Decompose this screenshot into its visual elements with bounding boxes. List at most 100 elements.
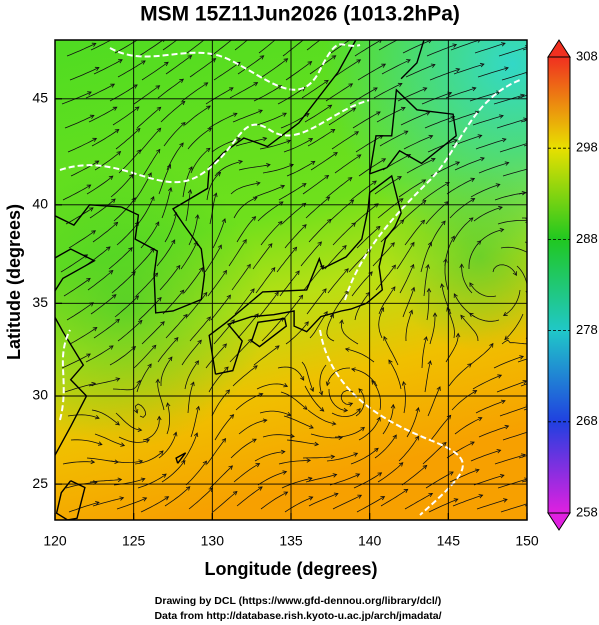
streamline bbox=[283, 138, 313, 153]
colorbar bbox=[547, 56, 571, 514]
streamline bbox=[66, 302, 94, 321]
streamline-arrow bbox=[470, 441, 475, 446]
streamline bbox=[501, 339, 527, 345]
streamline bbox=[157, 379, 165, 411]
streamline bbox=[470, 449, 501, 462]
streamline bbox=[307, 129, 335, 147]
streamline-arrow bbox=[401, 380, 407, 386]
streamline bbox=[348, 248, 371, 273]
streamline bbox=[254, 185, 285, 198]
streamline-arrow bbox=[109, 345, 114, 350]
streamline bbox=[258, 40, 276, 54]
streamline-arrow bbox=[410, 241, 415, 247]
streamline bbox=[112, 106, 140, 126]
streamline-arrow bbox=[94, 160, 100, 165]
streamline bbox=[187, 382, 195, 414]
streamline bbox=[212, 491, 238, 513]
streamline-arrow bbox=[159, 450, 164, 455]
streamline-arrow bbox=[529, 430, 533, 434]
contour bbox=[59, 99, 371, 184]
streamline bbox=[304, 104, 332, 123]
streamline bbox=[112, 380, 141, 391]
streamline bbox=[304, 385, 324, 412]
streamline-arrow bbox=[330, 128, 336, 134]
streamline-arrow bbox=[327, 104, 333, 109]
streamline bbox=[212, 218, 226, 249]
streamline-arrow bbox=[333, 492, 339, 497]
streamline-arrow bbox=[250, 288, 255, 293]
y-tick-label: 25 bbox=[32, 475, 48, 491]
streamline-arrow bbox=[529, 167, 533, 171]
streamline bbox=[332, 222, 356, 246]
streamline bbox=[204, 244, 222, 273]
streamline-arrow bbox=[497, 374, 503, 379]
streamline bbox=[206, 172, 221, 201]
streamline-arrow bbox=[228, 87, 234, 92]
streamline bbox=[213, 319, 235, 345]
streamline-arrow bbox=[455, 332, 461, 338]
streamline-arrow bbox=[356, 59, 362, 64]
streamline-arrow bbox=[344, 347, 350, 352]
streamline bbox=[187, 127, 212, 150]
streamline-arrow bbox=[391, 286, 396, 291]
streamline bbox=[238, 419, 267, 435]
streamline bbox=[160, 101, 186, 123]
streamline bbox=[518, 192, 527, 195]
streamline-arrow bbox=[504, 161, 510, 166]
streamline bbox=[325, 83, 353, 102]
streamline bbox=[209, 193, 217, 225]
streamline bbox=[428, 498, 458, 513]
streamline bbox=[64, 115, 95, 129]
streamline-arrow bbox=[450, 115, 456, 120]
streamline bbox=[164, 486, 191, 507]
streamline-arrow bbox=[140, 477, 146, 482]
streamline-arrow bbox=[90, 459, 96, 465]
streamline-arrow bbox=[308, 138, 314, 143]
streamline-arrow bbox=[206, 105, 211, 110]
streamline bbox=[402, 287, 415, 318]
streamline-arrow bbox=[344, 268, 349, 273]
streamline bbox=[326, 314, 335, 342]
x-tick-label: 120 bbox=[43, 533, 67, 549]
streamline bbox=[478, 425, 509, 438]
streamline-arrow bbox=[301, 183, 307, 188]
contour bbox=[319, 329, 464, 516]
streamline bbox=[162, 289, 185, 315]
streamline bbox=[87, 270, 114, 291]
streamline-arrow bbox=[179, 142, 184, 148]
streamline bbox=[237, 313, 259, 339]
streamline bbox=[376, 107, 406, 123]
streamline bbox=[117, 320, 143, 342]
streamline bbox=[326, 452, 358, 462]
streamline-arrow bbox=[477, 417, 483, 422]
streamline-arrow bbox=[469, 282, 474, 287]
contour bbox=[344, 79, 521, 301]
streamline bbox=[502, 168, 527, 177]
streamline-arrow bbox=[410, 286, 416, 292]
streamline-arrow bbox=[150, 196, 155, 201]
streamline-arrow bbox=[309, 387, 315, 392]
streamline-arrow bbox=[425, 263, 430, 269]
streamline bbox=[354, 40, 382, 57]
streamline bbox=[181, 339, 202, 366]
y-tick-label: 40 bbox=[32, 196, 48, 212]
contours bbox=[59, 43, 521, 516]
streamline-arrow bbox=[504, 66, 509, 71]
streamline bbox=[300, 241, 322, 267]
streamline-arrow bbox=[246, 263, 251, 269]
streamline-arrow bbox=[138, 459, 144, 464]
streamline-arrow bbox=[129, 173, 134, 179]
streamline bbox=[279, 270, 300, 297]
streamline bbox=[285, 321, 309, 345]
streamline-arrow bbox=[453, 293, 458, 298]
streamline-arrow bbox=[180, 100, 186, 106]
streamline-arrow bbox=[274, 291, 279, 297]
streamline bbox=[446, 307, 455, 339]
streamline bbox=[206, 438, 226, 465]
streamline bbox=[61, 353, 91, 369]
streamline-arrow bbox=[228, 465, 233, 470]
streamline bbox=[450, 40, 481, 51]
streamline-arrow bbox=[181, 459, 186, 465]
streamline bbox=[405, 64, 436, 78]
streamline-arrow bbox=[216, 171, 222, 177]
